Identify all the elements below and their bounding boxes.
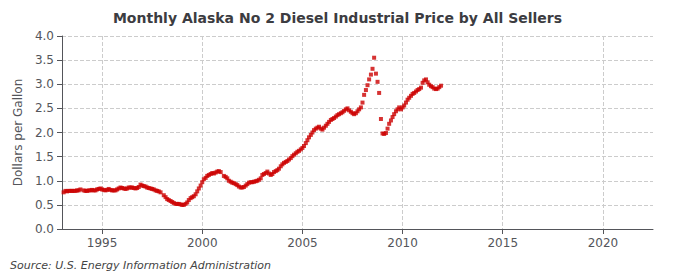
svg-text:2010: 2010 bbox=[387, 236, 418, 250]
svg-text:Monthly Alaska No 2 Diesel Ind: Monthly Alaska No 2 Diesel Industrial Pr… bbox=[113, 10, 562, 26]
svg-text:Dollars per Gallon: Dollars per Gallon bbox=[11, 79, 25, 187]
svg-text:Source: U.S. Energy Informatio: Source: U.S. Energy Information Administ… bbox=[10, 259, 271, 272]
svg-text:2015: 2015 bbox=[487, 236, 518, 250]
svg-text:3.5: 3.5 bbox=[35, 53, 54, 67]
svg-text:0.5: 0.5 bbox=[35, 198, 54, 212]
svg-text:2000: 2000 bbox=[187, 236, 218, 250]
svg-text:1995: 1995 bbox=[87, 236, 118, 250]
svg-text:1.5: 1.5 bbox=[35, 150, 54, 164]
svg-text:2020: 2020 bbox=[588, 236, 619, 250]
svg-text:0.0: 0.0 bbox=[35, 222, 54, 236]
svg-text:2005: 2005 bbox=[287, 236, 318, 250]
svg-text:2.5: 2.5 bbox=[35, 101, 54, 115]
svg-text:4.0: 4.0 bbox=[35, 29, 54, 43]
svg-text:1.0: 1.0 bbox=[35, 174, 54, 188]
svg-text:2.0: 2.0 bbox=[35, 126, 54, 140]
svg-text:3.0: 3.0 bbox=[35, 77, 54, 91]
